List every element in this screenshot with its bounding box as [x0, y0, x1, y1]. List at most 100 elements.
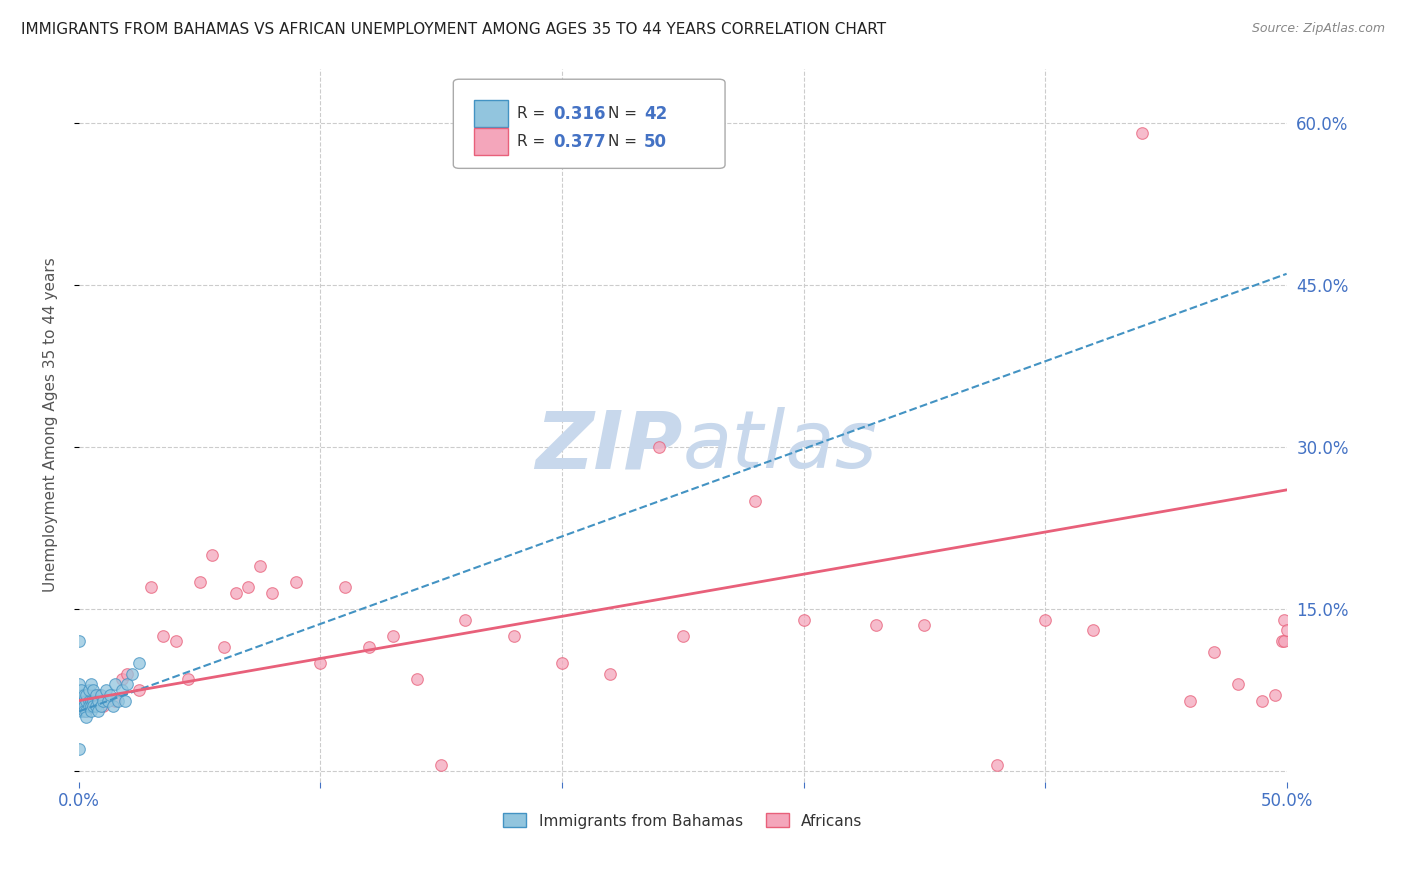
Point — [70, 693, 93, 707]
Point — [188, 574, 211, 589]
Point — [1272, 634, 1295, 648]
Point — [128, 682, 150, 697]
Point — [75, 705, 97, 719]
Point — [87, 688, 110, 702]
Point — [152, 629, 174, 643]
Point — [117, 677, 139, 691]
Point — [84, 688, 107, 702]
Point — [104, 693, 127, 707]
Point — [1083, 624, 1105, 638]
Point — [236, 580, 259, 594]
Y-axis label: Unemployment Among Ages 35 to 44 years: Unemployment Among Ages 35 to 44 years — [44, 258, 58, 592]
Point — [87, 693, 110, 707]
Text: 50: 50 — [644, 133, 666, 151]
Point — [94, 682, 117, 697]
Point — [77, 699, 100, 714]
Point — [80, 705, 103, 719]
Point — [1251, 693, 1274, 707]
Point — [80, 693, 103, 707]
Text: N =: N = — [607, 106, 641, 121]
Point — [82, 693, 104, 707]
Text: Source: ZipAtlas.com: Source: ZipAtlas.com — [1251, 22, 1385, 36]
Point — [357, 640, 380, 654]
Point — [98, 688, 121, 702]
Point — [67, 677, 90, 691]
Point — [80, 699, 103, 714]
Text: 0.377: 0.377 — [554, 133, 606, 151]
FancyBboxPatch shape — [453, 79, 725, 169]
Point — [141, 580, 163, 594]
Point — [90, 699, 112, 714]
Point — [91, 693, 114, 707]
Point — [111, 682, 134, 697]
Point — [84, 699, 107, 714]
Point — [1275, 624, 1298, 638]
Point — [70, 682, 93, 697]
Point — [285, 574, 308, 589]
Text: R =: R = — [517, 135, 551, 149]
Point — [1130, 126, 1153, 140]
Point — [97, 693, 120, 707]
Point — [91, 699, 114, 714]
Point — [67, 634, 90, 648]
Text: N =: N = — [607, 135, 641, 149]
Point — [165, 634, 187, 648]
Point — [262, 585, 284, 599]
Point — [114, 693, 136, 707]
Text: atlas: atlas — [683, 408, 877, 485]
Point — [176, 672, 198, 686]
Point — [551, 656, 574, 670]
Point — [128, 656, 150, 670]
Point — [406, 672, 429, 686]
Legend: Immigrants from Bahamas, Africans: Immigrants from Bahamas, Africans — [498, 807, 869, 835]
Point — [90, 688, 112, 702]
Point — [80, 693, 103, 707]
Point — [599, 666, 621, 681]
Point — [381, 629, 404, 643]
FancyBboxPatch shape — [474, 128, 508, 155]
Point — [744, 493, 766, 508]
Point — [70, 699, 93, 714]
Point — [1272, 613, 1295, 627]
Point — [249, 558, 271, 573]
Point — [1271, 634, 1294, 648]
Point — [80, 677, 103, 691]
Text: 0.316: 0.316 — [554, 105, 606, 123]
Point — [672, 629, 695, 643]
Point — [75, 710, 97, 724]
Point — [107, 693, 129, 707]
Point — [309, 656, 332, 670]
Point — [454, 613, 477, 627]
Text: R =: R = — [517, 106, 551, 121]
Point — [73, 688, 96, 702]
Point — [121, 666, 143, 681]
Point — [77, 682, 100, 697]
Point — [225, 585, 247, 599]
Point — [101, 699, 124, 714]
Point — [82, 699, 104, 714]
FancyBboxPatch shape — [474, 101, 508, 128]
Point — [75, 688, 97, 702]
Point — [77, 693, 100, 707]
Point — [1204, 645, 1226, 659]
Point — [986, 758, 1008, 772]
Point — [430, 758, 453, 772]
Text: IMMIGRANTS FROM BAHAMAS VS AFRICAN UNEMPLOYMENT AMONG AGES 35 TO 44 YEARS CORREL: IMMIGRANTS FROM BAHAMAS VS AFRICAN UNEMP… — [21, 22, 886, 37]
Point — [212, 640, 235, 654]
Text: ZIP: ZIP — [536, 408, 683, 485]
Point — [111, 672, 134, 686]
Point — [502, 629, 524, 643]
Point — [647, 440, 669, 454]
Point — [1263, 688, 1285, 702]
Point — [75, 705, 97, 719]
Point — [104, 677, 127, 691]
Point — [67, 742, 90, 756]
Point — [1033, 613, 1056, 627]
Point — [912, 618, 935, 632]
Point — [87, 705, 110, 719]
Point — [73, 693, 96, 707]
Point — [1227, 677, 1250, 691]
Point — [865, 618, 887, 632]
Point — [82, 682, 104, 697]
Point — [117, 666, 139, 681]
